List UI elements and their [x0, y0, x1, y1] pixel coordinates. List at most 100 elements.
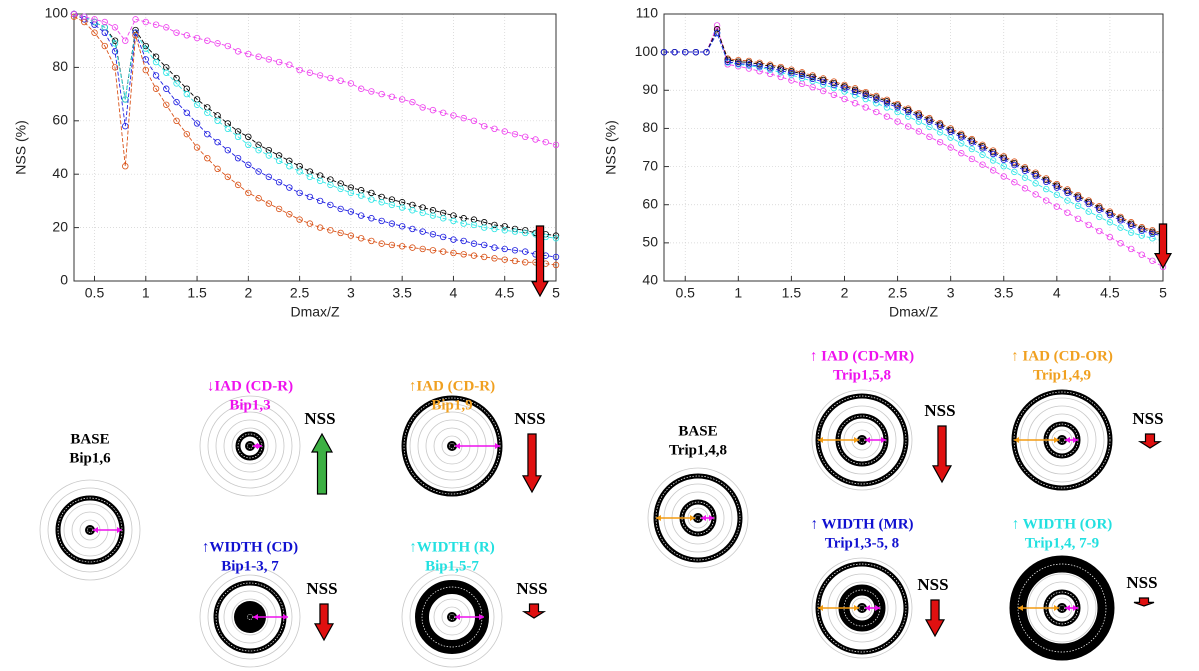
data-point	[968, 145, 976, 153]
x-tick-label: 4	[450, 285, 458, 301]
data-point	[724, 58, 731, 65]
data-point	[788, 71, 795, 79]
data-point	[766, 64, 774, 72]
data-point	[142, 18, 149, 26]
data-point	[522, 259, 529, 266]
data-point	[501, 223, 508, 230]
x-tick-label: 2	[841, 285, 849, 301]
arrow-head	[1073, 437, 1078, 443]
data-point	[798, 72, 806, 79]
x-tick-label: 1	[734, 285, 742, 301]
ring-midline	[655, 475, 741, 561]
data-point	[357, 212, 365, 219]
data-point	[460, 237, 467, 245]
data-point	[830, 84, 838, 92]
panel-title: ↑WIDTH (CD)	[202, 539, 298, 555]
data-point	[989, 157, 997, 164]
panel-title: ↑ IAD (CD-OR)	[1011, 348, 1113, 364]
x-tick-label: 2.5	[290, 285, 310, 301]
data-point	[163, 24, 170, 31]
data-point	[1000, 156, 1007, 163]
data-point	[481, 241, 488, 249]
data-point	[1021, 185, 1029, 192]
y-tick-label: 60	[642, 195, 658, 211]
data-point	[265, 56, 273, 63]
x-axis-label: Dmax/Z	[889, 304, 938, 320]
center-midline	[1059, 605, 1065, 611]
data-point	[429, 212, 437, 219]
data-point	[296, 168, 303, 175]
data-point	[183, 32, 191, 39]
data-point	[327, 181, 334, 189]
data-point	[820, 78, 827, 86]
data-point	[809, 75, 816, 83]
data-point	[1085, 208, 1092, 215]
data-point	[245, 50, 252, 58]
data-point	[152, 85, 160, 92]
data-point	[142, 42, 149, 50]
data-point	[368, 215, 375, 222]
data-point	[193, 101, 201, 108]
x-tick-label: 2	[244, 285, 252, 301]
center-midline	[1059, 437, 1065, 443]
center-contact	[1057, 603, 1067, 613]
data-point	[163, 69, 170, 76]
data-point	[1085, 200, 1092, 208]
data-point	[234, 154, 242, 162]
center-contact	[447, 441, 457, 451]
data-point	[862, 104, 869, 111]
data-point	[873, 94, 880, 101]
data-point	[306, 220, 314, 227]
data-point	[883, 100, 891, 107]
trend-arrow	[521, 603, 547, 619]
data-point	[873, 96, 880, 103]
x-tick-label: 3.5	[392, 285, 412, 301]
center-midline	[859, 605, 865, 611]
data-point	[183, 130, 191, 138]
data-point	[682, 48, 689, 56]
data-point	[968, 139, 976, 146]
data-point	[735, 60, 742, 67]
data-point	[1043, 197, 1050, 204]
data-point	[398, 204, 406, 211]
data-point	[163, 85, 170, 92]
panel-subtitle: Bip1-3, 7	[221, 558, 279, 574]
data-point	[419, 245, 426, 253]
y-tick-label: 90	[642, 81, 658, 97]
center-midline	[247, 614, 253, 620]
x-tick-label: 3	[947, 285, 955, 301]
data-point	[450, 236, 457, 243]
data-point	[255, 195, 262, 202]
data-point	[460, 251, 467, 258]
data-point	[1138, 232, 1145, 239]
panel-subtitle: Trip1,3-5, 8	[825, 535, 899, 551]
data-point	[152, 72, 160, 79]
trend-arrow	[931, 425, 953, 484]
data-point	[894, 108, 901, 116]
panel-title: BASE	[678, 423, 717, 439]
data-point	[337, 229, 344, 237]
data-point	[439, 233, 447, 241]
data-point	[204, 109, 211, 116]
arrow-head	[690, 515, 695, 521]
data-point	[275, 179, 283, 186]
data-point	[947, 126, 954, 134]
arrow-head	[865, 437, 870, 443]
data-point	[224, 173, 232, 181]
data-point	[409, 244, 416, 251]
data-point	[979, 161, 986, 168]
data-point	[1149, 230, 1156, 237]
plot-area	[664, 14, 1163, 281]
data-point	[296, 189, 303, 197]
data-point	[398, 223, 406, 230]
y-tick-label: 40	[642, 272, 658, 288]
data-point	[368, 237, 375, 245]
data-point	[915, 118, 923, 125]
panel-subtitle: Bip1,9	[431, 397, 472, 413]
y-tick-label: 60	[52, 112, 68, 128]
data-point	[1064, 189, 1071, 197]
guide-ring	[207, 574, 293, 660]
data-point	[501, 227, 508, 234]
data-point	[883, 104, 891, 111]
center-contact	[1057, 435, 1067, 445]
